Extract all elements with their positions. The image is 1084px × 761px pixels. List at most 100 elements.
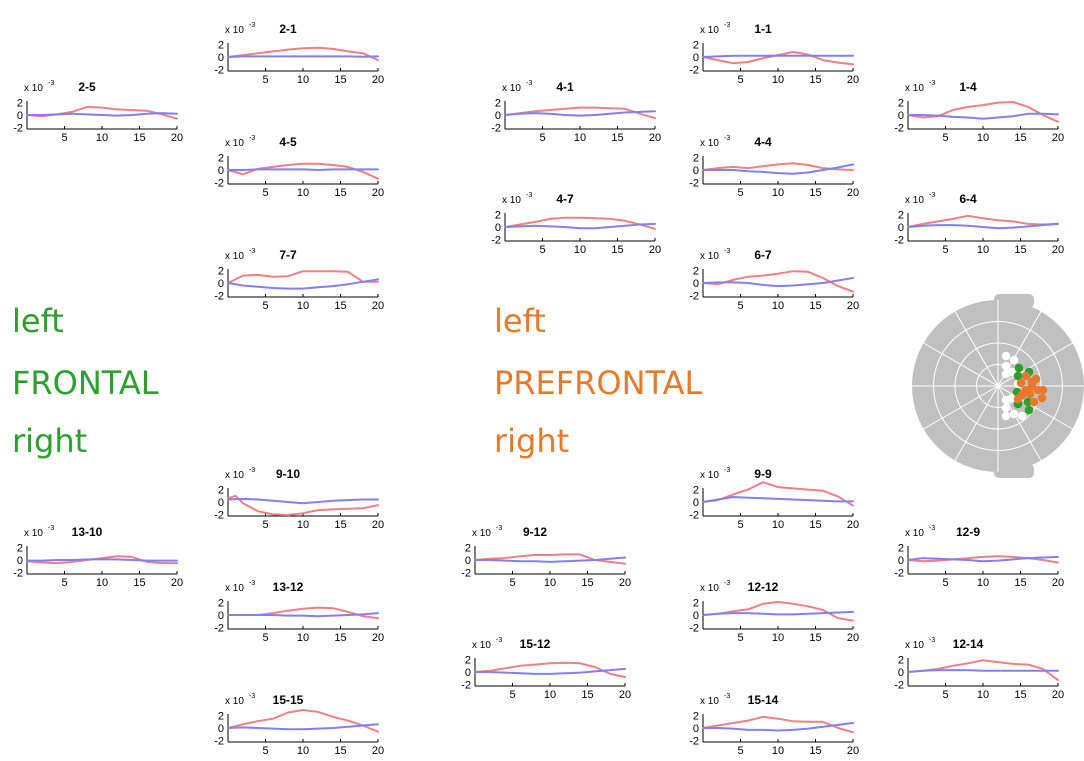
panel-6-4: 20-25 10 15 20x 10 -3 6-4 bbox=[894, 192, 1064, 256]
y-tick-label: -2 bbox=[894, 679, 904, 691]
y-tick-label: 0 bbox=[495, 110, 501, 122]
head-grid-spoke bbox=[954, 385, 999, 461]
scale-label: x 10 bbox=[905, 195, 924, 206]
scale-label: x 10 bbox=[472, 640, 491, 651]
chart-title: 15-15 bbox=[273, 693, 304, 707]
electrode-dot-orange bbox=[1013, 394, 1023, 404]
scale-exponent: -3 bbox=[724, 22, 730, 29]
y-tick-label: 2 bbox=[495, 98, 501, 110]
electrode-dot-white bbox=[1001, 361, 1011, 371]
scale-exponent: -3 bbox=[249, 135, 255, 142]
series-line-blue bbox=[907, 669, 1059, 673]
scale-label: x 10 bbox=[225, 138, 244, 149]
x-tick-label: 15 bbox=[334, 632, 346, 644]
scale-exponent: -3 bbox=[496, 525, 502, 532]
chart-title: 1-1 bbox=[754, 22, 772, 36]
series-line-blue bbox=[227, 55, 379, 58]
series-line-blue bbox=[227, 278, 379, 290]
x-tick-label: 5 bbox=[942, 132, 948, 144]
x-tick-label: 15 bbox=[809, 519, 821, 531]
x-tick-label: 15 bbox=[334, 187, 346, 199]
electrode-dot-orange bbox=[1027, 377, 1037, 387]
panel-9-10: 20-25 10 15 20x 10 -3 9-10 bbox=[214, 467, 384, 531]
panel-4-4: 20-25 10 15 20x 10 -3 4-4 bbox=[689, 135, 859, 199]
x-tick-label: 10 bbox=[977, 577, 989, 589]
series-line-blue bbox=[227, 168, 379, 171]
electrode-dot-orange bbox=[1021, 385, 1031, 395]
y-tick-label: -2 bbox=[214, 622, 224, 634]
x-tick-label: 5 bbox=[262, 632, 268, 644]
chart-title: 1-4 bbox=[959, 80, 977, 94]
chart-title: 2-5 bbox=[78, 80, 96, 94]
y-tick-label: 0 bbox=[495, 222, 501, 234]
series-line-red bbox=[474, 661, 626, 678]
y-tick-label: -2 bbox=[13, 567, 23, 579]
x-tick-label: 15 bbox=[1014, 132, 1026, 144]
y-tick-label: -2 bbox=[13, 122, 23, 134]
series-line-red bbox=[907, 101, 1059, 123]
panel-12-14: 20-25 10 15 20x 10 -3 12-14 bbox=[894, 637, 1064, 701]
x-tick-label: 20 bbox=[171, 132, 183, 144]
y-tick-label: -2 bbox=[689, 64, 699, 76]
x-tick-label: 10 bbox=[977, 689, 989, 701]
x-tick-label: 15 bbox=[334, 300, 346, 312]
x-tick-label: 5 bbox=[942, 577, 948, 589]
chart-title: 4-7 bbox=[556, 192, 574, 206]
x-tick-label: 5 bbox=[61, 577, 67, 589]
x-tick-label: 15 bbox=[611, 244, 623, 256]
y-tick-label: 2 bbox=[898, 98, 904, 110]
scale-exponent: -3 bbox=[929, 80, 935, 87]
y-tick-label: 0 bbox=[693, 165, 699, 177]
series-line-red bbox=[702, 715, 854, 734]
series-line-red bbox=[504, 106, 656, 120]
head-bump-top bbox=[994, 294, 1034, 308]
y-tick-label: 0 bbox=[218, 165, 224, 177]
y-tick-label: -2 bbox=[214, 290, 224, 302]
x-tick-label: 15 bbox=[334, 519, 346, 531]
x-tick-label: 10 bbox=[574, 132, 586, 144]
chart-title: 2-1 bbox=[279, 22, 297, 36]
y-tick-label: 2 bbox=[693, 266, 699, 278]
x-tick-label: 5 bbox=[509, 577, 515, 589]
x-tick-label: 5 bbox=[262, 187, 268, 199]
scale-exponent: -3 bbox=[48, 80, 54, 87]
y-tick-label: 0 bbox=[898, 555, 904, 567]
scale-label: x 10 bbox=[502, 83, 521, 94]
y-tick-label: -2 bbox=[894, 122, 904, 134]
y-tick-label: 0 bbox=[465, 667, 471, 679]
x-tick-label: 10 bbox=[574, 244, 586, 256]
x-tick-label: 15 bbox=[334, 74, 346, 86]
panel-13-10: 20-25 10 15 20x 10 -3 13-10 bbox=[13, 525, 183, 589]
series-line-red bbox=[227, 709, 379, 733]
x-tick-label: 10 bbox=[977, 244, 989, 256]
x-tick-label: 20 bbox=[372, 187, 384, 199]
y-tick-label: 0 bbox=[465, 555, 471, 567]
series-line-blue bbox=[702, 54, 854, 58]
head-grid-spoke bbox=[997, 342, 1073, 387]
panel-15-14: 20-25 10 15 20x 10 -3 15-14 bbox=[689, 693, 859, 757]
electrode-dot-orange bbox=[1029, 397, 1039, 407]
scale-exponent: -3 bbox=[526, 80, 532, 87]
scale-exponent: -3 bbox=[724, 467, 730, 474]
y-tick-label: -2 bbox=[214, 177, 224, 189]
y-tick-label: -2 bbox=[214, 735, 224, 747]
series-line-blue bbox=[474, 667, 626, 675]
scale-label: x 10 bbox=[502, 195, 521, 206]
y-tick-label: 0 bbox=[693, 52, 699, 64]
head-grid-spoke bbox=[923, 342, 999, 387]
x-tick-label: 5 bbox=[942, 689, 948, 701]
scale-label: x 10 bbox=[700, 583, 719, 594]
scale-exponent: -3 bbox=[249, 580, 255, 587]
x-tick-label: 15 bbox=[581, 577, 593, 589]
y-tick-label: 2 bbox=[465, 543, 471, 555]
panel-4-7: 20-25 10 15 20x 10 -3 4-7 bbox=[491, 192, 661, 256]
scale-exponent: -3 bbox=[249, 22, 255, 29]
y-tick-label: 2 bbox=[218, 485, 224, 497]
panel-9-9: 20-25 10 15 20x 10 -3 9-9 bbox=[689, 467, 859, 531]
chart-title: 4-1 bbox=[556, 80, 574, 94]
label-left-frontal: left bbox=[12, 302, 64, 340]
series-line-blue bbox=[26, 558, 178, 562]
x-tick-label: 10 bbox=[297, 632, 309, 644]
y-tick-label: 0 bbox=[693, 278, 699, 290]
